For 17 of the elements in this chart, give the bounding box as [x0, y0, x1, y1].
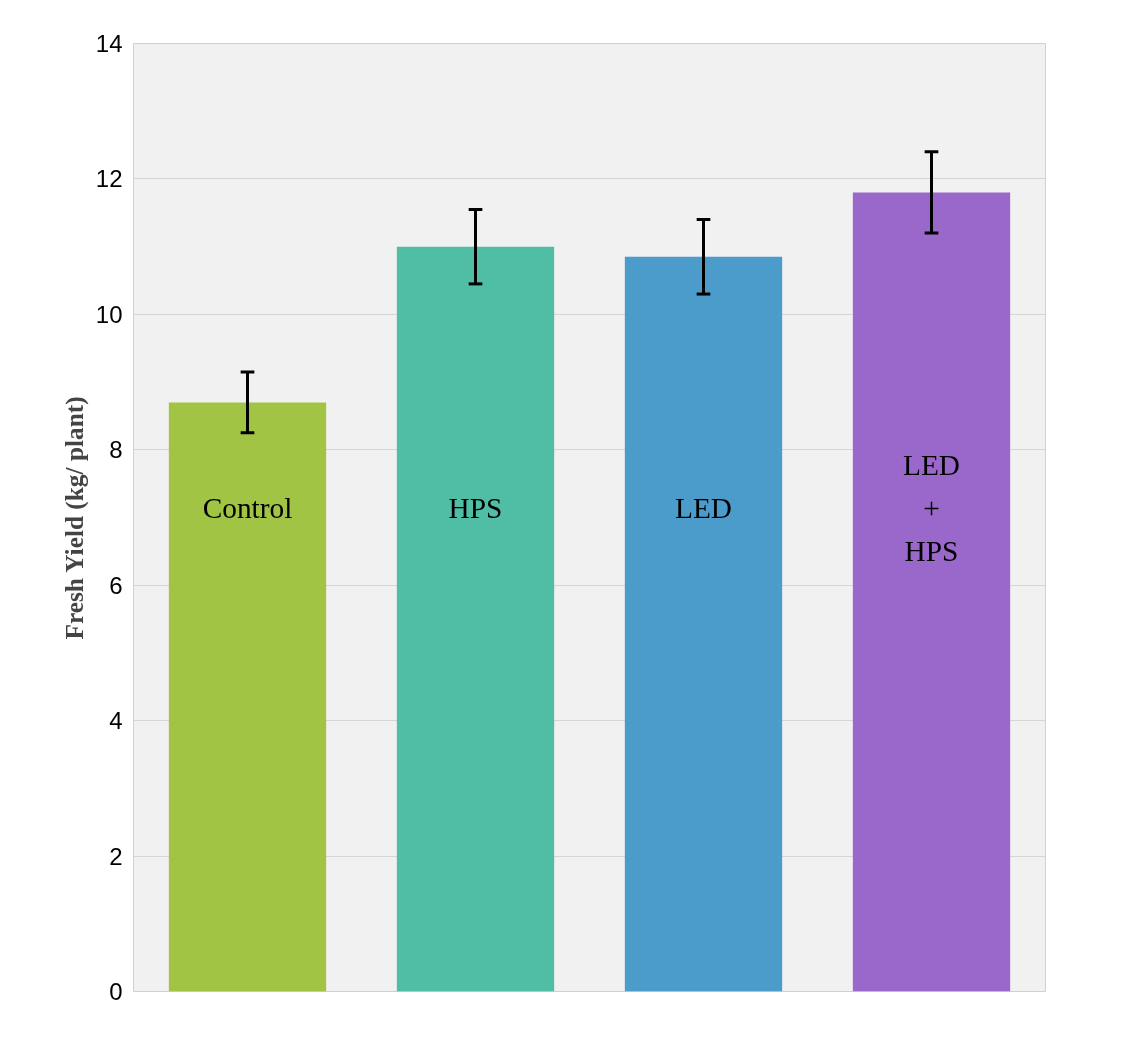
- y-tick-label: 10: [95, 300, 123, 328]
- y-tick-label: 14: [95, 30, 123, 57]
- y-tick-label: 12: [95, 165, 123, 193]
- x-tick-label: LED + HPS: [903, 448, 961, 568]
- x-tick-label: Control: [202, 492, 293, 525]
- y-tick-label: 8: [109, 436, 123, 464]
- x-tick-label: LED: [675, 492, 733, 525]
- bar: [624, 256, 783, 992]
- bar: [852, 192, 1011, 992]
- y-axis-title: Fresh Yield (kg/ plant): [59, 396, 89, 640]
- y-tick-label: 6: [109, 571, 123, 599]
- y-tick-label: 0: [109, 978, 123, 1005]
- bar: [168, 402, 327, 992]
- bar: [396, 246, 555, 992]
- y-tick-label: 2: [109, 842, 123, 870]
- y-tick-label: 4: [109, 707, 123, 735]
- x-tick-label: HPS: [448, 492, 503, 525]
